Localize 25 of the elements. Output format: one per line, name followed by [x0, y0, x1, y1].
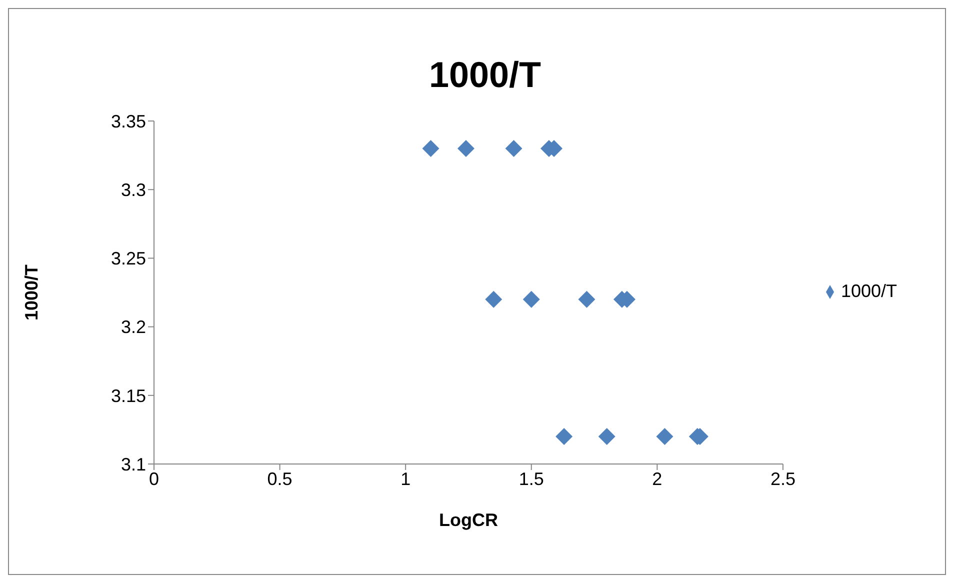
point: [457, 140, 474, 157]
point: [598, 428, 616, 446]
y-tick-label: 3.35: [110, 111, 146, 132]
y-tick-label: 3.1: [120, 454, 146, 474]
point: [422, 140, 440, 157]
point: [522, 290, 540, 308]
legend-label: 1000/T: [840, 281, 897, 301]
x-tick-label: 2: [652, 468, 662, 489]
point: [656, 428, 674, 446]
x-tick-label: 1: [400, 468, 411, 489]
x-tick-label: 0.5: [267, 468, 292, 489]
y-tick-label: 3.15: [110, 386, 146, 406]
point: [505, 140, 522, 157]
x-tick-label: 0: [148, 468, 160, 489]
point: [485, 290, 502, 308]
x-tick-label: 1.5: [518, 468, 544, 489]
chart-title: 1000/T: [428, 54, 542, 95]
x-tick-label: 2.5: [770, 468, 796, 489]
y-tick-label: 3.2: [120, 317, 146, 338]
x-axis-title: LogCR: [438, 510, 498, 530]
point: [556, 428, 573, 446]
point: [578, 290, 596, 308]
y-tick-label: 3.25: [110, 248, 146, 269]
y-tick-label: 3.3: [120, 180, 146, 200]
y-axis-title: 1000/T: [21, 264, 42, 321]
